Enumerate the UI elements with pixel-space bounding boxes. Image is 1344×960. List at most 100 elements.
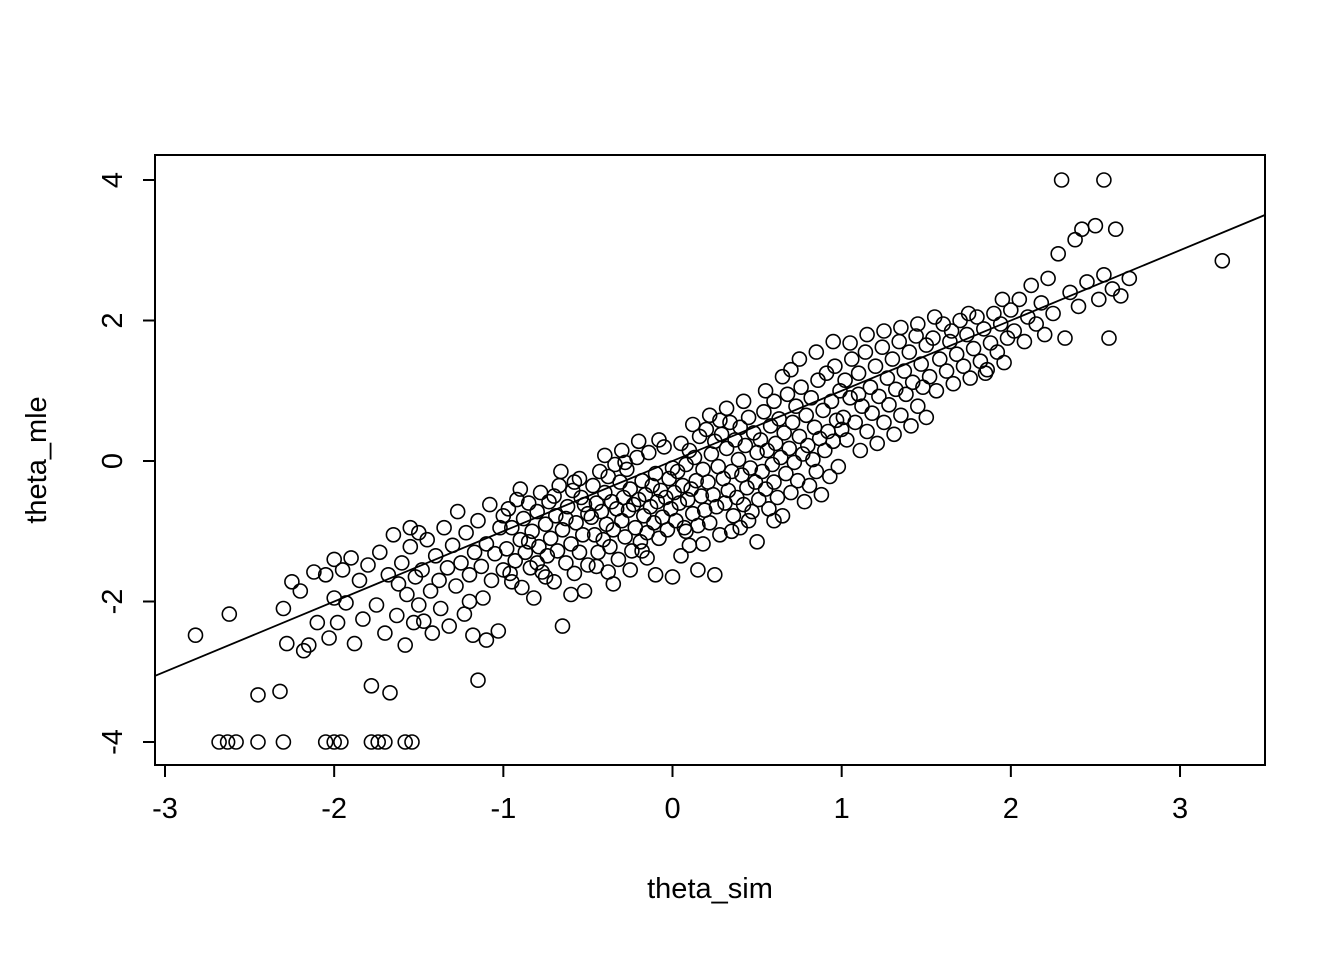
data-point bbox=[867, 358, 884, 375]
data-point bbox=[1002, 302, 1019, 318]
data-point bbox=[422, 583, 439, 599]
data-point bbox=[563, 536, 579, 552]
data-point bbox=[537, 516, 554, 533]
data-point bbox=[651, 432, 667, 448]
data-point bbox=[563, 586, 579, 603]
data-point bbox=[448, 578, 464, 594]
data-point bbox=[793, 379, 809, 396]
data-point bbox=[859, 423, 875, 440]
data-point bbox=[774, 368, 791, 385]
data-point bbox=[732, 419, 749, 436]
data-point bbox=[461, 566, 478, 583]
data-point bbox=[730, 451, 747, 468]
data-point bbox=[380, 566, 397, 583]
data-point bbox=[591, 463, 608, 480]
data-point bbox=[596, 447, 613, 464]
data-point bbox=[887, 381, 904, 398]
data-point bbox=[470, 512, 486, 529]
data-point bbox=[1074, 221, 1090, 237]
y-tick-label: 4 bbox=[97, 172, 129, 188]
data-point bbox=[377, 734, 393, 750]
data-point bbox=[781, 440, 798, 457]
data-point bbox=[571, 470, 588, 487]
data-point bbox=[698, 421, 715, 438]
data-point bbox=[333, 734, 349, 750]
data-point bbox=[646, 514, 662, 531]
data-point bbox=[718, 440, 735, 457]
data-point bbox=[783, 484, 799, 501]
y-tick-label: -2 bbox=[97, 589, 129, 615]
data-point bbox=[808, 463, 825, 480]
data-point bbox=[756, 403, 772, 420]
data-point bbox=[708, 498, 725, 515]
data-point bbox=[986, 305, 1002, 322]
data-point bbox=[720, 482, 737, 499]
data-point bbox=[449, 503, 466, 520]
data-point bbox=[898, 386, 914, 403]
data-point bbox=[876, 323, 892, 339]
data-point bbox=[520, 495, 537, 511]
data-point bbox=[566, 474, 583, 490]
data-point bbox=[573, 489, 590, 506]
data-point bbox=[969, 309, 985, 325]
data-point bbox=[754, 463, 771, 480]
data-point bbox=[737, 437, 754, 454]
data-point bbox=[439, 559, 456, 576]
data-point bbox=[424, 625, 441, 641]
data-point bbox=[684, 416, 701, 433]
data-point bbox=[534, 564, 551, 580]
data-point bbox=[945, 375, 962, 392]
data-point bbox=[759, 442, 776, 459]
data-point bbox=[414, 562, 430, 578]
data-point bbox=[613, 512, 630, 529]
x-axis-title: theta_sim bbox=[647, 873, 773, 905]
data-point bbox=[850, 365, 867, 382]
data-point bbox=[1023, 277, 1039, 294]
data-point bbox=[673, 435, 689, 452]
data-point bbox=[512, 481, 529, 497]
data-point bbox=[960, 305, 977, 322]
data-point bbox=[553, 463, 569, 480]
data-point bbox=[908, 328, 924, 344]
data-point bbox=[546, 488, 562, 504]
data-point bbox=[813, 486, 830, 503]
data-point bbox=[1214, 252, 1231, 269]
data-point bbox=[329, 614, 346, 631]
data-point bbox=[586, 526, 603, 543]
data-point bbox=[690, 562, 706, 578]
data-point bbox=[669, 463, 686, 480]
data-point bbox=[808, 344, 825, 360]
data-point bbox=[388, 607, 405, 624]
data-point bbox=[520, 533, 537, 550]
data-point bbox=[695, 536, 711, 552]
data-point bbox=[517, 544, 534, 561]
data-point bbox=[1096, 172, 1112, 188]
data-point bbox=[644, 477, 661, 494]
data-point bbox=[566, 565, 583, 582]
data-point bbox=[382, 684, 398, 701]
data-point bbox=[600, 564, 617, 580]
data-point bbox=[695, 461, 711, 478]
axis-ticks: -3 -2 -1 0 1 2 3 -4 -2 0 2 4 bbox=[97, 172, 1188, 825]
data-point bbox=[678, 456, 694, 473]
data-point bbox=[432, 600, 449, 617]
data-point bbox=[859, 326, 875, 343]
data-point bbox=[576, 583, 593, 599]
data-point bbox=[617, 529, 633, 545]
data-point bbox=[187, 627, 204, 644]
data-point bbox=[363, 677, 380, 694]
data-point bbox=[397, 637, 414, 653]
data-point bbox=[404, 734, 420, 750]
data-point bbox=[723, 523, 740, 540]
data-point bbox=[542, 530, 559, 547]
data-point bbox=[602, 538, 618, 555]
data-point bbox=[723, 463, 740, 480]
data-point bbox=[525, 590, 542, 606]
data-point bbox=[635, 507, 652, 524]
x-tick-label: 0 bbox=[664, 793, 680, 825]
data-point bbox=[634, 543, 650, 559]
data-point bbox=[402, 519, 419, 536]
fit-line bbox=[154, 214, 1265, 677]
data-point bbox=[776, 425, 793, 441]
data-point bbox=[693, 488, 710, 504]
